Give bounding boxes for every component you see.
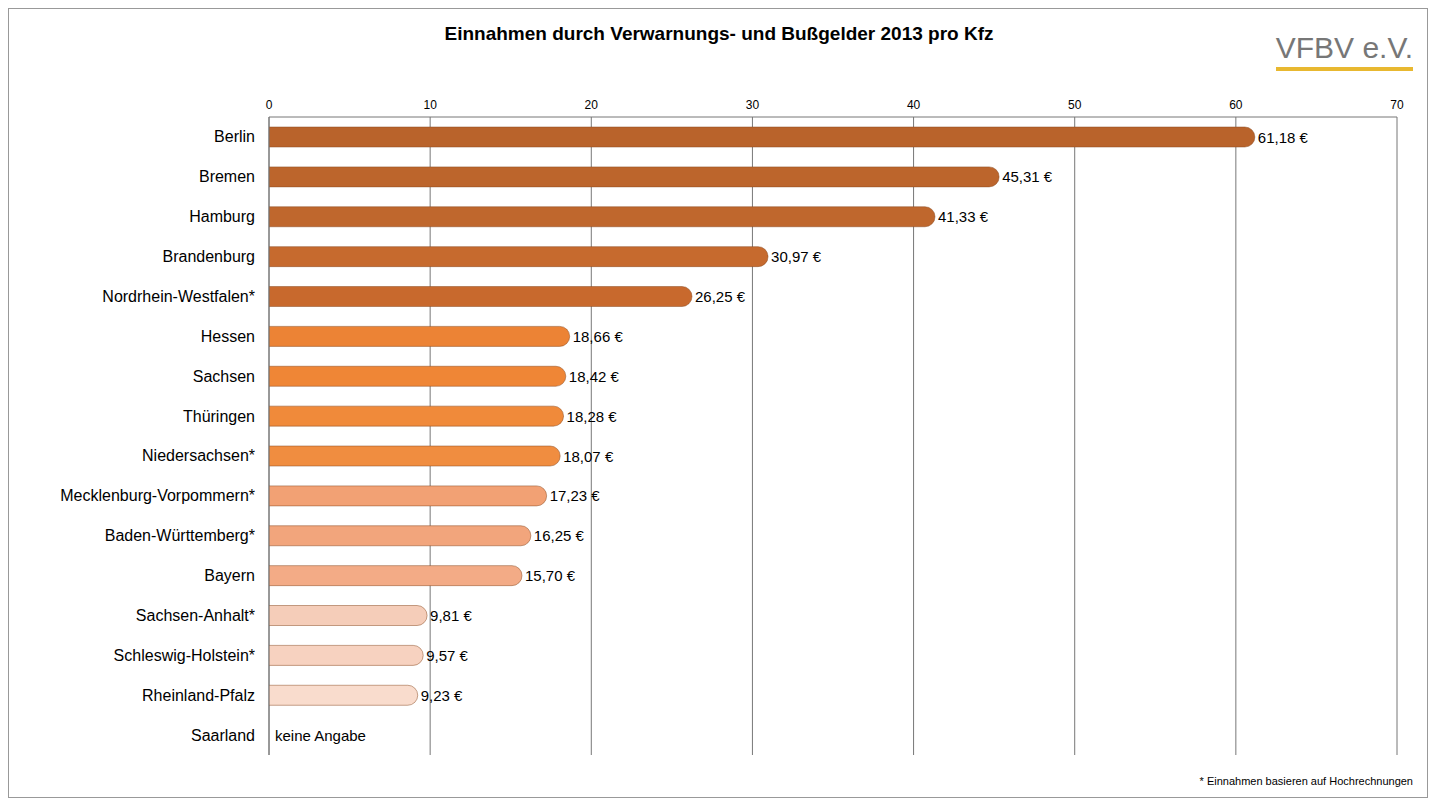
svg-text:Berlin: Berlin: [214, 128, 255, 145]
svg-text:Brandenburg: Brandenburg: [162, 248, 255, 265]
svg-text:0: 0: [266, 98, 273, 112]
svg-text:17,23 €: 17,23 €: [550, 487, 601, 504]
svg-text:Hamburg: Hamburg: [189, 208, 255, 225]
svg-text:Sachsen-Anhalt*: Sachsen-Anhalt*: [136, 607, 255, 624]
svg-text:26,25 €: 26,25 €: [695, 288, 746, 305]
svg-text:Bremen: Bremen: [199, 168, 255, 185]
svg-text:Baden-Württemberg*: Baden-Württemberg*: [105, 527, 255, 544]
svg-text:18,28 €: 18,28 €: [567, 408, 618, 425]
svg-text:15,70 €: 15,70 €: [525, 567, 576, 584]
svg-text:9,23 €: 9,23 €: [421, 687, 463, 704]
svg-text:Schleswig-Holstein*: Schleswig-Holstein*: [114, 647, 255, 664]
svg-text:45,31 €: 45,31 €: [1002, 168, 1053, 185]
svg-text:16,25 €: 16,25 €: [534, 527, 585, 544]
svg-text:60: 60: [1229, 98, 1243, 112]
html-text:VFBV e.V.: VFBV e.V.: [1275, 31, 1413, 64]
svg-text:Mecklenburg-Vorpommern*: Mecklenburg-Vorpommern*: [60, 487, 255, 504]
svg-text:Sachsen: Sachsen: [193, 368, 255, 385]
svg-text:Niedersachsen*: Niedersachsen*: [142, 447, 255, 464]
svg-text:keine Angabe: keine Angabe: [275, 727, 366, 744]
svg-text:Rheinland-Pfalz: Rheinland-Pfalz: [142, 687, 255, 704]
svg-text:Thüringen: Thüringen: [183, 408, 255, 425]
svg-text:9,81 €: 9,81 €: [430, 607, 472, 624]
svg-text:61,18 €: 61,18 €: [1258, 129, 1309, 146]
svg-text:Hessen: Hessen: [201, 328, 255, 345]
svg-text:10: 10: [423, 98, 437, 112]
svg-text:18,07 €: 18,07 €: [563, 448, 614, 465]
svg-text:20: 20: [585, 98, 599, 112]
svg-text:18,42 €: 18,42 €: [569, 368, 620, 385]
svg-text:40: 40: [907, 98, 921, 112]
svg-text:41,33 €: 41,33 €: [938, 208, 989, 225]
html-text:* Einnahmen basieren auf Hochr: * Einnahmen basieren auf Hochrechnungen: [1199, 775, 1413, 787]
svg-text:70: 70: [1390, 98, 1404, 112]
svg-text:Bayern: Bayern: [204, 567, 255, 584]
svg-text:Nordrhein-Westfalen*: Nordrhein-Westfalen*: [102, 288, 255, 305]
svg-text:Saarland: Saarland: [191, 727, 255, 744]
svg-text:9,57 €: 9,57 €: [426, 647, 468, 664]
svg-text:18,66 €: 18,66 €: [573, 328, 624, 345]
svg-text:30,97 €: 30,97 €: [771, 248, 822, 265]
svg-text:50: 50: [1068, 98, 1082, 112]
html-text:Einnahmen durch Verwarnungs- u: Einnahmen durch Verwarnungs- und Bußgeld…: [444, 23, 994, 44]
svg-text:30: 30: [746, 98, 760, 112]
